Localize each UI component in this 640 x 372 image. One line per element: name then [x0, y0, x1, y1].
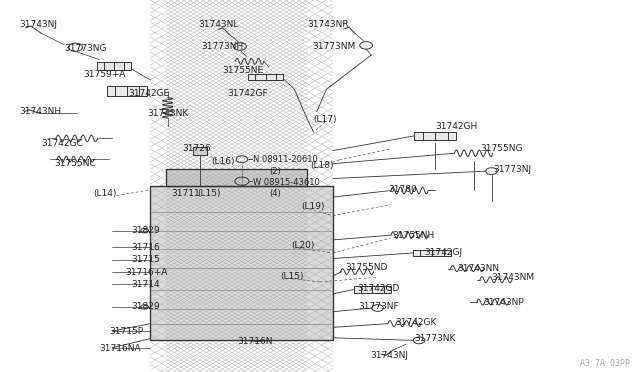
Text: 31716+A: 31716+A — [125, 268, 167, 277]
Text: 31755ND: 31755ND — [346, 263, 388, 272]
Text: 31743NH: 31743NH — [19, 107, 61, 116]
Text: 31716NA: 31716NA — [99, 344, 141, 353]
Text: 31714: 31714 — [131, 280, 160, 289]
Text: (L20): (L20) — [291, 241, 315, 250]
Text: W 08915-43610: W 08915-43610 — [253, 178, 319, 187]
Text: 31726: 31726 — [182, 144, 211, 153]
Text: 31715P: 31715P — [109, 327, 143, 336]
Polygon shape — [413, 250, 451, 256]
Polygon shape — [150, 186, 333, 340]
Text: (4): (4) — [269, 189, 280, 198]
Text: 31773NK: 31773NK — [415, 334, 456, 343]
Text: A3 7A 03PP: A3 7A 03PP — [580, 359, 630, 368]
Polygon shape — [415, 132, 456, 140]
Bar — [193, 147, 207, 155]
Text: 31743NJ: 31743NJ — [19, 20, 57, 29]
Text: 31755NE: 31755NE — [223, 66, 264, 75]
Text: 31773NG: 31773NG — [64, 44, 106, 53]
Text: 31715: 31715 — [131, 255, 160, 264]
Text: 31743NN: 31743NN — [458, 264, 500, 273]
Text: 31755NC: 31755NC — [54, 159, 96, 168]
Text: 31829: 31829 — [131, 226, 160, 235]
Text: (L14): (L14) — [93, 189, 116, 198]
Text: 31759+A: 31759+A — [83, 70, 125, 79]
Text: 31742GC: 31742GC — [42, 139, 83, 148]
Text: 31743NP: 31743NP — [483, 298, 524, 307]
Bar — [193, 147, 207, 155]
Text: 31780: 31780 — [388, 185, 417, 194]
Text: 31711: 31711 — [172, 189, 200, 198]
Polygon shape — [248, 74, 283, 80]
Text: 31755NH: 31755NH — [392, 231, 435, 240]
Text: N 08911-20610: N 08911-20610 — [253, 155, 317, 164]
Text: 31742GJ: 31742GJ — [424, 248, 463, 257]
Text: 31773NM: 31773NM — [312, 42, 356, 51]
Polygon shape — [354, 286, 391, 293]
Text: (L15): (L15) — [280, 272, 304, 280]
Text: (L18): (L18) — [310, 161, 334, 170]
Text: 31742GE: 31742GE — [128, 89, 169, 97]
Text: 31742GH: 31742GH — [435, 122, 477, 131]
Text: 31742GD: 31742GD — [357, 284, 399, 293]
Text: 31743NJ: 31743NJ — [370, 351, 408, 360]
Text: (L15): (L15) — [197, 189, 221, 198]
Text: 31773NH: 31773NH — [202, 42, 244, 51]
Text: (L19): (L19) — [301, 202, 324, 211]
Text: 31743NK: 31743NK — [147, 109, 188, 118]
Text: 31773NF: 31773NF — [358, 302, 399, 311]
Polygon shape — [97, 62, 131, 70]
Text: 31743NM: 31743NM — [492, 273, 534, 282]
Text: (2): (2) — [269, 167, 280, 176]
Text: 31742GF: 31742GF — [227, 89, 268, 97]
Text: 31743NL: 31743NL — [198, 20, 239, 29]
Text: 31743NR: 31743NR — [307, 20, 349, 29]
Polygon shape — [107, 86, 147, 96]
Text: 31829: 31829 — [131, 302, 160, 311]
Text: 31773NJ: 31773NJ — [493, 165, 531, 174]
Polygon shape — [166, 169, 307, 186]
Text: 31716N: 31716N — [237, 337, 272, 346]
Text: 31742GK: 31742GK — [396, 318, 437, 327]
Text: 31755NG: 31755NG — [480, 144, 522, 153]
Text: (L16): (L16) — [211, 157, 235, 166]
Text: (L17): (L17) — [314, 115, 337, 124]
Text: 31716: 31716 — [131, 243, 160, 252]
